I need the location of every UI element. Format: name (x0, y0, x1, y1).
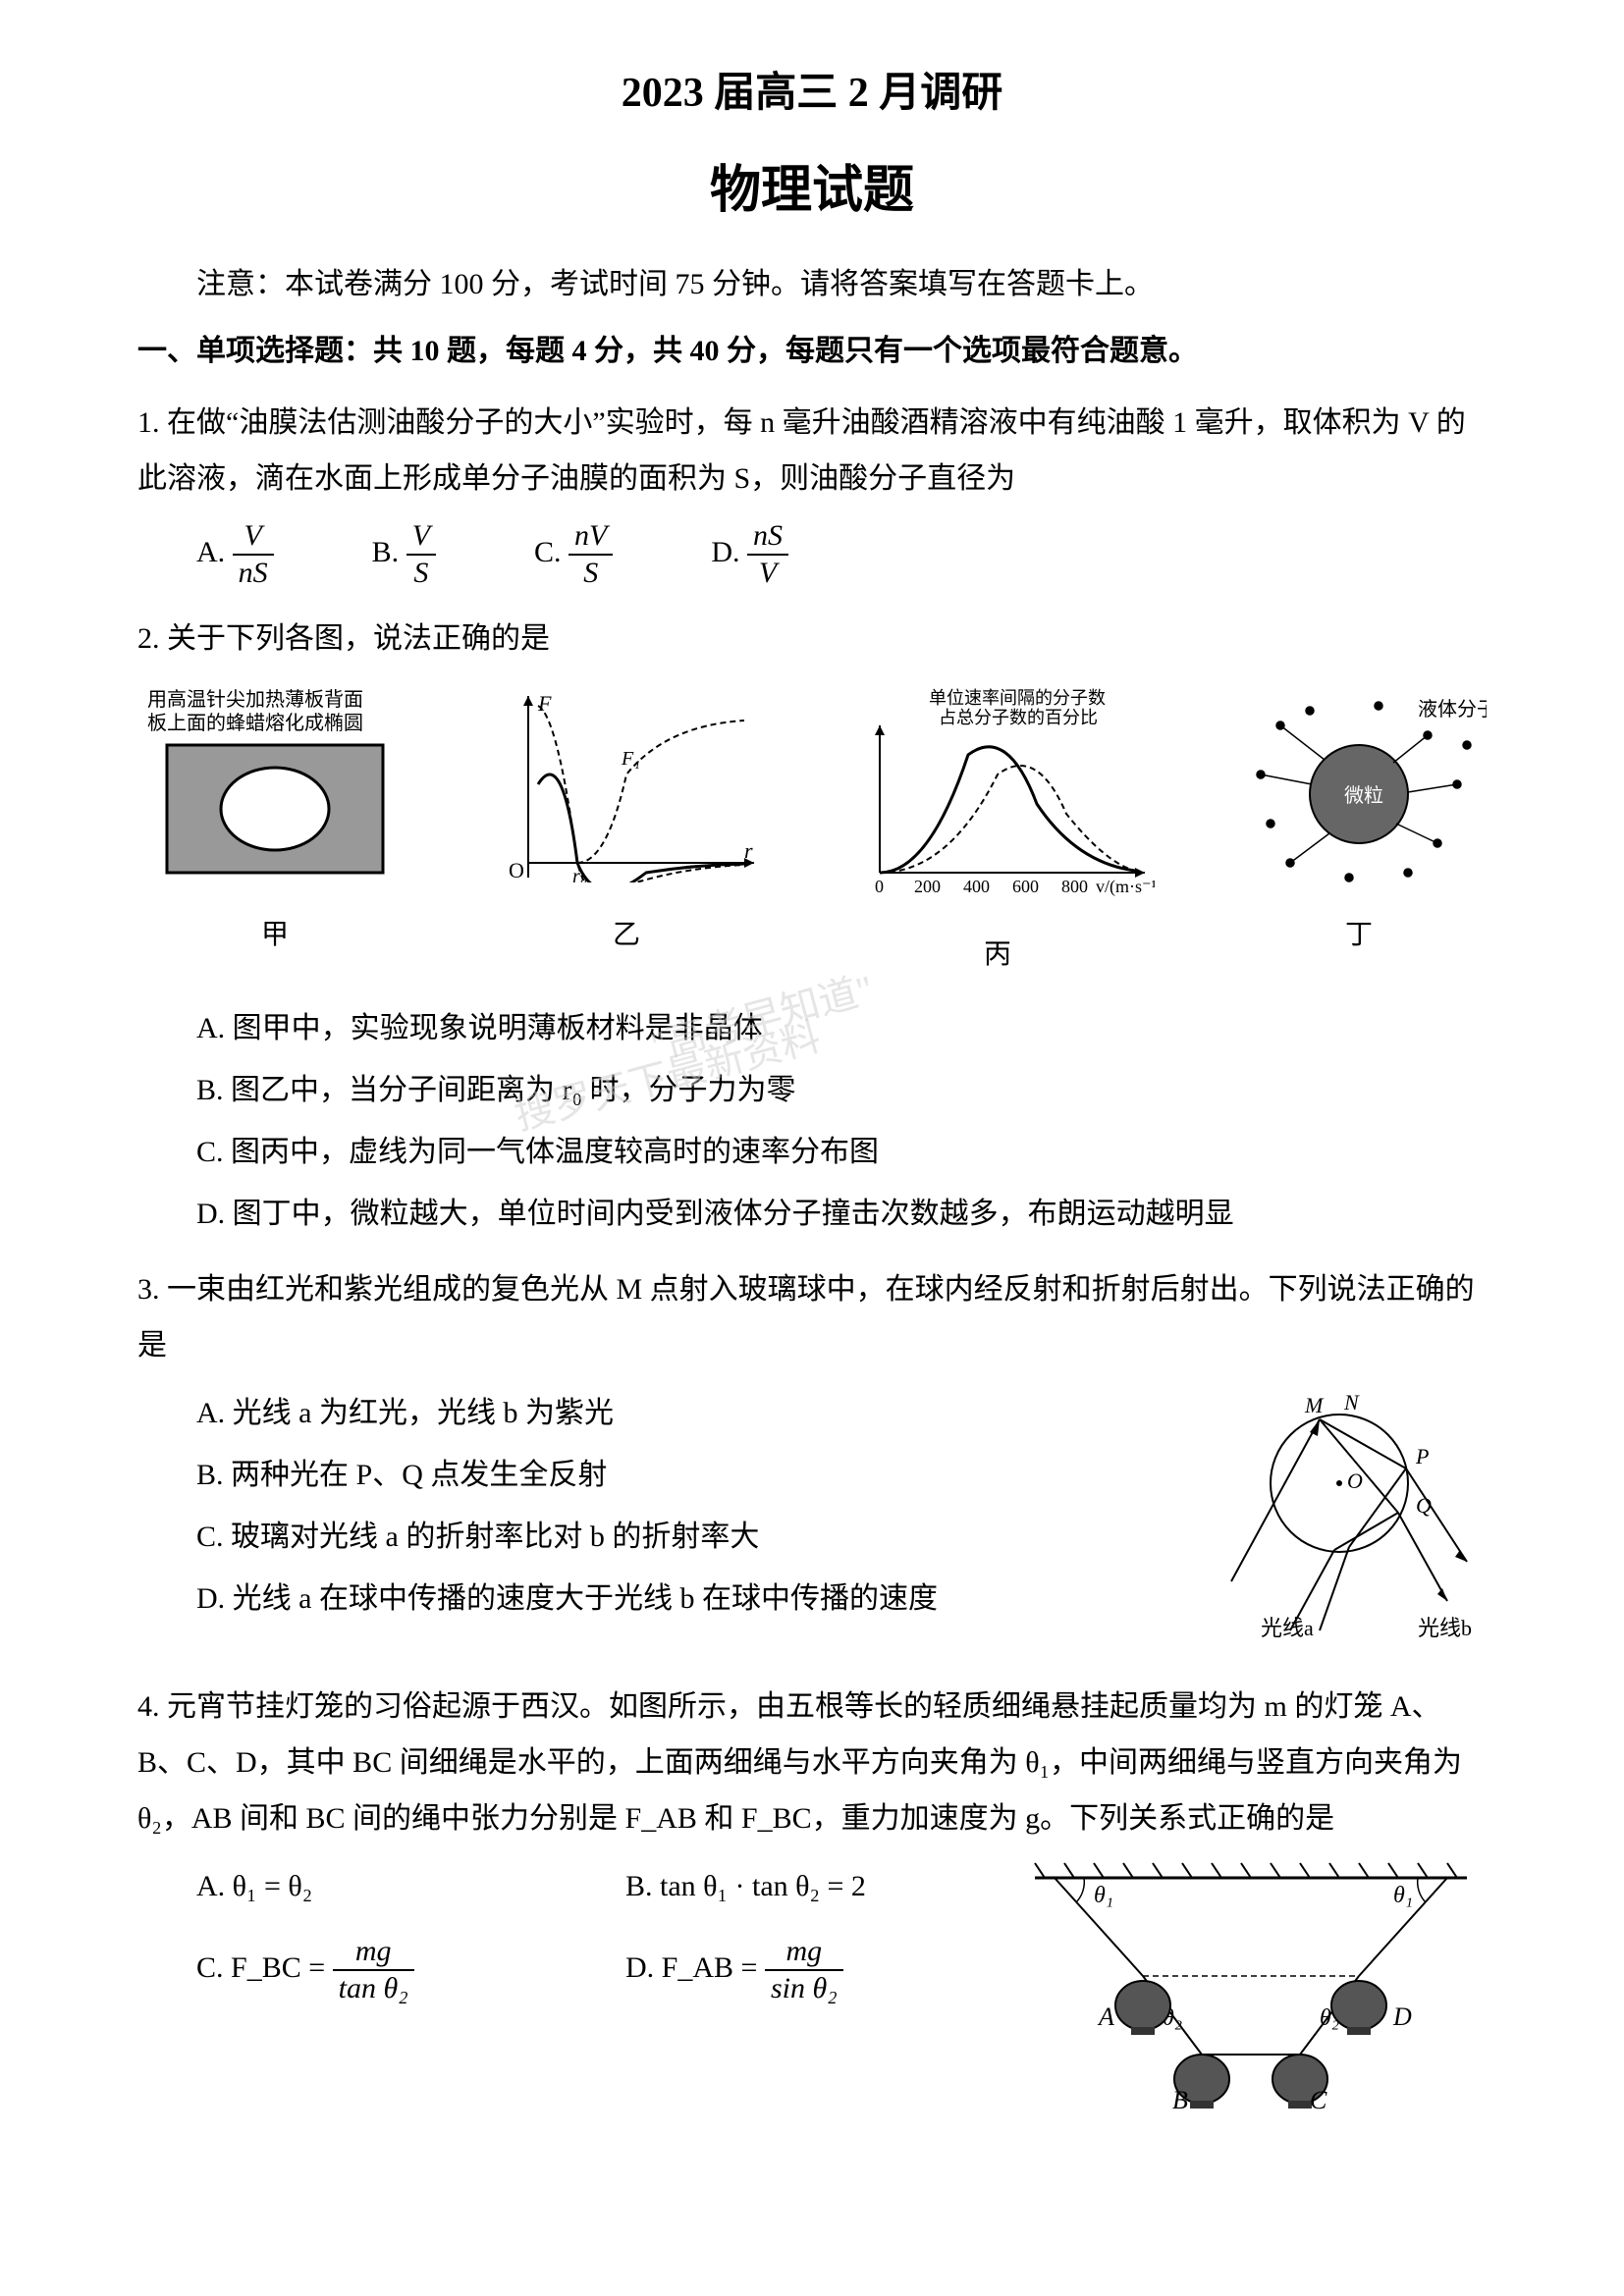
q2-option-b: B. 图乙中，当分子间距离为 r₀ 时，分子力为零 (196, 1062, 1487, 1118)
q4-text: 4. 元宵节挂灯笼的习俗起源于西汉。如图所示，由五根等长的轻质细绳悬挂起质量均为… (137, 1679, 1487, 1846)
svg-text:单位速率间隔的分子数: 单位速率间隔的分子数 (929, 688, 1106, 708)
q2-options: A. 图甲中，实验现象说明薄板材料是非晶体 B. 图乙中，当分子间距离为 r₀ … (137, 1000, 1487, 1242)
q3-option-b: B. 两种光在 P、Q 点发生全反射 (196, 1447, 1172, 1503)
page-main-title: 2023 届高三 2 月调研 (137, 59, 1487, 119)
q2-bing-svg: 单位速率间隔的分子数 占总分子数的百分比 0 200 400 600 800 v… (840, 686, 1155, 902)
q2-figures: 用高温针尖加热薄板背面板上面的蜂蜡熔化成椭圆 甲 F r O r₀ F₁ (137, 686, 1487, 981)
q3-option-d: D. 光线 a 在球中传播的速度大于光线 b 在球中传播的速度 (196, 1571, 1172, 1627)
question-2: 2. 关于下列各图，说法正确的是 用高温针尖加热薄板背面板上面的蜂蜡熔化成椭圆 … (137, 611, 1487, 1242)
q4-svg: θ₁ θ₁ θ₂ θ₂ A B C D (1015, 1858, 1487, 2113)
q3-options: A. 光线 a 为红光，光线 b 为紫光 B. 两种光在 P、Q 点发生全反射 … (137, 1385, 1172, 1627)
svg-text:F₁: F₁ (621, 748, 640, 770)
q2-figure-yi: F r O r₀ F₁ F₂ 乙 (489, 686, 764, 981)
svg-text:微粒: 微粒 (1344, 784, 1383, 807)
question-1: 1. 在做“油膜法估测油酸分子的大小”实验时，每 n 毫升油酸酒精溶液中有纯油酸… (137, 395, 1487, 591)
svg-text:光线b: 光线b (1418, 1616, 1472, 1640)
q1-option-b: B. VS (372, 518, 436, 591)
svg-text:0: 0 (875, 877, 884, 896)
svg-text:占总分子数的百分比: 占总分子数的百分比 (939, 708, 1098, 727)
svg-text:400: 400 (963, 877, 990, 896)
q3-option-a: A. 光线 a 为红光，光线 b 为紫光 (196, 1385, 1172, 1441)
q4-option-b: B. tan θ₁ · tan θ₂ = 2 (625, 1858, 996, 1914)
q4-option-c: C. F_BC = mgtan θ₂ (196, 1934, 567, 2006)
q2-ding-svg: 微粒 液体分子 (1231, 686, 1487, 882)
q4-figure: θ₁ θ₁ θ₂ θ₂ A B C D (1015, 1858, 1487, 2132)
svg-text:A: A (1097, 2002, 1114, 2031)
section1-header: 一、单项选择题：共 10 题，每题 4 分，共 40 分，每题只有一个选项最符合… (137, 328, 1487, 375)
q2-jia-svg: 用高温针尖加热薄板背面板上面的蜂蜡熔化成椭圆 (137, 686, 412, 882)
svg-text:r: r (744, 838, 753, 863)
bing-label: 丙 (840, 929, 1155, 981)
q1-option-d: D. nSV (711, 518, 788, 591)
q1-option-a: A. VnS (196, 518, 274, 591)
svg-text:θ₁: θ₁ (1094, 1883, 1113, 1908)
svg-text:600: 600 (1012, 877, 1039, 896)
jia-label: 甲 (137, 909, 412, 961)
ding-label: 丁 (1231, 909, 1487, 961)
svg-text:光线a: 光线a (1261, 1616, 1314, 1640)
svg-text:C: C (1310, 2086, 1327, 2113)
subject-title: 物理试题 (137, 148, 1487, 222)
q3-option-c: C. 玻璃对光线 a 的折射率比对 b 的折射率大 (196, 1509, 1172, 1565)
q1-options: A. VnS B. VS C. nVS D. nSV (137, 518, 1487, 591)
q2-option-a: A. 图甲中，实验现象说明薄板材料是非晶体 (196, 1000, 1487, 1056)
yi-label: 乙 (489, 909, 764, 961)
q3-svg: O M N P Q 光线a 光线b (1192, 1385, 1487, 1640)
q4-option-a: A. θ₁ = θ₂ (196, 1858, 567, 1914)
q2-figure-ding: 微粒 液体分子 丁 (1231, 686, 1487, 981)
svg-text:B: B (1172, 2086, 1188, 2113)
jia-desc-text: 用高温针尖加热薄板背面板上面的蜂蜡熔化成椭圆 (147, 688, 363, 734)
svg-text:M: M (1304, 1393, 1325, 1417)
question-4: 4. 元宵节挂灯笼的习俗起源于西汉。如图所示，由五根等长的轻质细绳悬挂起质量均为… (137, 1679, 1487, 2132)
q3-text: 3. 一束由红光和紫光组成的复色光从 M 点射入玻璃球中，在球内经反射和折射后射… (137, 1261, 1487, 1373)
q2-yi-svg: F r O r₀ F₁ F₂ (489, 686, 764, 882)
q1-text: 1. 在做“油膜法估测油酸分子的大小”实验时，每 n 毫升油酸酒精溶液中有纯油酸… (137, 395, 1487, 507)
svg-text:v/(m·s⁻¹): v/(m·s⁻¹) (1096, 877, 1155, 897)
q2-option-d: D. 图丁中，微粒越大，单位时间内受到液体分子撞击次数越多，布朗运动越明显 (196, 1186, 1487, 1242)
svg-text:O: O (509, 858, 524, 882)
svg-text:液体分子: 液体分子 (1418, 698, 1487, 721)
q2-figure-jia: 用高温针尖加热薄板背面板上面的蜂蜡熔化成椭圆 甲 (137, 686, 412, 981)
question-3: 3. 一束由红光和紫光组成的复色光从 M 点射入玻璃球中，在球内经反射和折射后射… (137, 1261, 1487, 1659)
svg-text:200: 200 (914, 877, 941, 896)
q2-figure-bing: 单位速率间隔的分子数 占总分子数的百分比 0 200 400 600 800 v… (840, 686, 1155, 981)
svg-text:N: N (1343, 1390, 1360, 1415)
svg-text:D: D (1392, 2002, 1412, 2031)
q4-option-d: D. F_AB = mgsin θ₂ (625, 1934, 996, 2006)
q3-figure: O M N P Q 光线a 光线b (1192, 1385, 1487, 1659)
svg-text:θ₁: θ₁ (1393, 1883, 1413, 1908)
q4-options: A. θ₁ = θ₂ B. tan θ₁ · tan θ₂ = 2 C. F_B… (137, 1858, 996, 2006)
q1-option-c: C. nVS (534, 518, 613, 591)
svg-text:800: 800 (1061, 877, 1088, 896)
svg-text:F: F (537, 691, 552, 716)
q2-text: 2. 关于下列各图，说法正确的是 (137, 611, 1487, 667)
svg-text:P: P (1415, 1444, 1429, 1468)
svg-text:O: O (1347, 1468, 1363, 1493)
q2-option-c: C. 图丙中，虚线为同一气体温度较高时的速率分布图 (196, 1124, 1487, 1180)
exam-notice: 注意：本试卷满分 100 分，考试时间 75 分钟。请将答案填写在答题卡上。 (137, 261, 1487, 308)
